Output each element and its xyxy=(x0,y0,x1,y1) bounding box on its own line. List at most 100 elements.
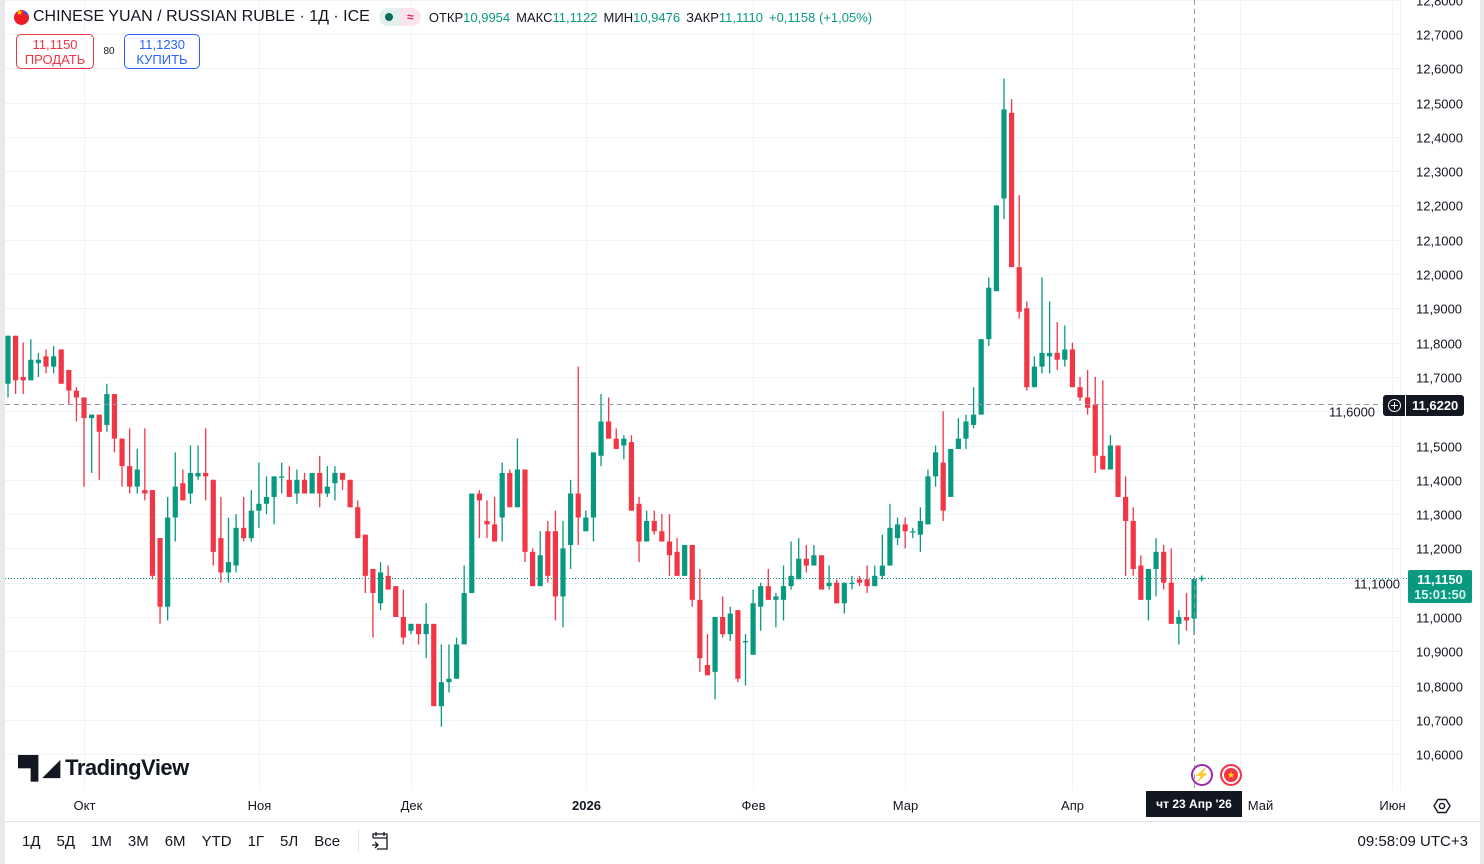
time-tick-label: Май xyxy=(1247,798,1274,813)
candle-up xyxy=(568,479,574,569)
candle-down xyxy=(545,520,551,583)
candle-body xyxy=(666,541,673,556)
candle-body xyxy=(438,682,444,707)
candle-down xyxy=(1130,507,1136,576)
candle-body xyxy=(317,472,323,494)
candle-body xyxy=(484,520,490,525)
candles xyxy=(5,78,1197,727)
tradingview-logo[interactable]: ▀▌◢ TradingView xyxy=(18,755,189,781)
range-6m[interactable]: 6М xyxy=(164,832,186,850)
candle-body xyxy=(73,390,80,398)
price-tick-label: 12,4000 xyxy=(1416,130,1463,145)
right-scrollbar[interactable] xyxy=(1480,0,1484,864)
price-tick-label: 11,7000 xyxy=(1416,370,1463,385)
delayed-data-icon: ≈ xyxy=(399,8,421,26)
change-value: +0,1158 (+1,05%) xyxy=(768,9,873,25)
candle-down xyxy=(1024,301,1030,391)
candle-down xyxy=(856,575,863,587)
candle-body xyxy=(81,397,87,419)
candle-down xyxy=(1016,195,1022,319)
candle-down xyxy=(370,568,376,638)
range-3m[interactable]: 3М xyxy=(127,832,149,850)
candle-body xyxy=(970,414,977,425)
price-tick-label: 11,9000 xyxy=(1416,301,1463,316)
candle-body xyxy=(1069,349,1076,388)
candle-up xyxy=(187,445,194,504)
candle-body xyxy=(408,623,414,631)
candle-up xyxy=(773,592,779,628)
candle-up xyxy=(955,418,961,449)
candle-body xyxy=(788,575,794,587)
candle-body xyxy=(636,503,642,542)
candle-up xyxy=(963,414,969,449)
range-5d[interactable]: 5Д xyxy=(56,832,76,850)
candle-up xyxy=(28,339,34,381)
candle-down xyxy=(1138,555,1144,600)
candle-body xyxy=(750,603,756,655)
candle-down xyxy=(127,428,133,494)
range-all[interactable]: Все xyxy=(314,832,341,850)
market-status[interactable]: ≈ xyxy=(378,8,421,26)
range-1d[interactable]: 1Д xyxy=(22,832,41,850)
tradingview-mark-icon: ▀▌◢ xyxy=(18,755,60,780)
candle-body xyxy=(872,575,878,587)
candle-down xyxy=(704,634,711,676)
go-to-date-calendar-icon[interactable] xyxy=(369,830,391,852)
range-1y[interactable]: 1Г xyxy=(247,832,265,850)
low-label: МИН xyxy=(603,9,634,25)
price-tick-label: 11,2000 xyxy=(1416,541,1463,556)
range-1m[interactable]: 1М xyxy=(91,832,112,850)
settings-icon[interactable] xyxy=(1433,797,1451,815)
candle-down xyxy=(58,349,64,384)
add-alert-plus-icon[interactable] xyxy=(1383,395,1405,416)
price-tick-label: 11,6000 xyxy=(1329,404,1376,419)
candle-up xyxy=(89,414,95,473)
candle-up xyxy=(780,565,787,621)
range-ytd[interactable]: YTD xyxy=(201,832,232,850)
price-tick-label: 12,8000 xyxy=(1416,0,1463,8)
candle-body xyxy=(119,438,125,467)
candle-down xyxy=(1123,476,1129,576)
candle-body xyxy=(963,421,969,439)
candle-body xyxy=(1161,551,1167,583)
candle-down xyxy=(339,472,346,491)
candle-body xyxy=(606,421,612,439)
candle-body xyxy=(332,472,338,484)
left-edge xyxy=(0,0,5,864)
candle-body xyxy=(1024,308,1030,388)
candle-body xyxy=(393,586,399,617)
candle-body xyxy=(1016,267,1022,312)
candle-up xyxy=(438,644,444,727)
close-value: 11,1110 xyxy=(718,9,763,25)
candle-up xyxy=(712,617,718,700)
sell-button[interactable]: 11,1150 ПРОДАТЬ xyxy=(16,34,94,69)
candle-body xyxy=(256,503,262,511)
buy-button[interactable]: 11,1230 КУПИТЬ xyxy=(124,34,200,69)
ohlc-values: ОТКР10,9954 МАКС11,1122 МИН10,9476 ЗАКР1… xyxy=(429,10,872,25)
candle-body xyxy=(1176,617,1182,624)
candle-body xyxy=(704,665,711,676)
candle-body xyxy=(955,438,961,449)
candle-body xyxy=(598,421,604,456)
sell-price: 11,1150 xyxy=(32,36,78,52)
candlestick-chart[interactable] xyxy=(0,0,1484,821)
candle-body xyxy=(644,520,650,542)
candle-down xyxy=(119,438,125,487)
candle-body xyxy=(1047,352,1053,357)
candle-down xyxy=(180,469,186,501)
china-event-flag-icon[interactable]: ★ xyxy=(1220,764,1242,786)
buy-label: КУПИТЬ xyxy=(136,51,188,67)
lightning-event-icon[interactable]: ⚡ xyxy=(1191,764,1213,786)
candle-down xyxy=(13,335,19,395)
candle-body xyxy=(917,520,923,535)
bar-countdown: 15:01:50 xyxy=(1413,586,1467,602)
candle-up xyxy=(279,462,285,494)
candle-body xyxy=(568,493,574,545)
range-5y[interactable]: 5Л xyxy=(280,832,299,850)
candle-body xyxy=(370,568,376,593)
symbol-title[interactable]: CHINESE YUAN / RUSSIAN RUBLE · 1Д · ICE xyxy=(33,8,370,25)
clock-timezone[interactable]: 09:58:09 UTC+3 xyxy=(1357,833,1469,850)
time-tick-label: Окт xyxy=(73,798,96,813)
candle-up xyxy=(423,603,429,659)
price-tick-label: 12,1000 xyxy=(1416,233,1463,248)
